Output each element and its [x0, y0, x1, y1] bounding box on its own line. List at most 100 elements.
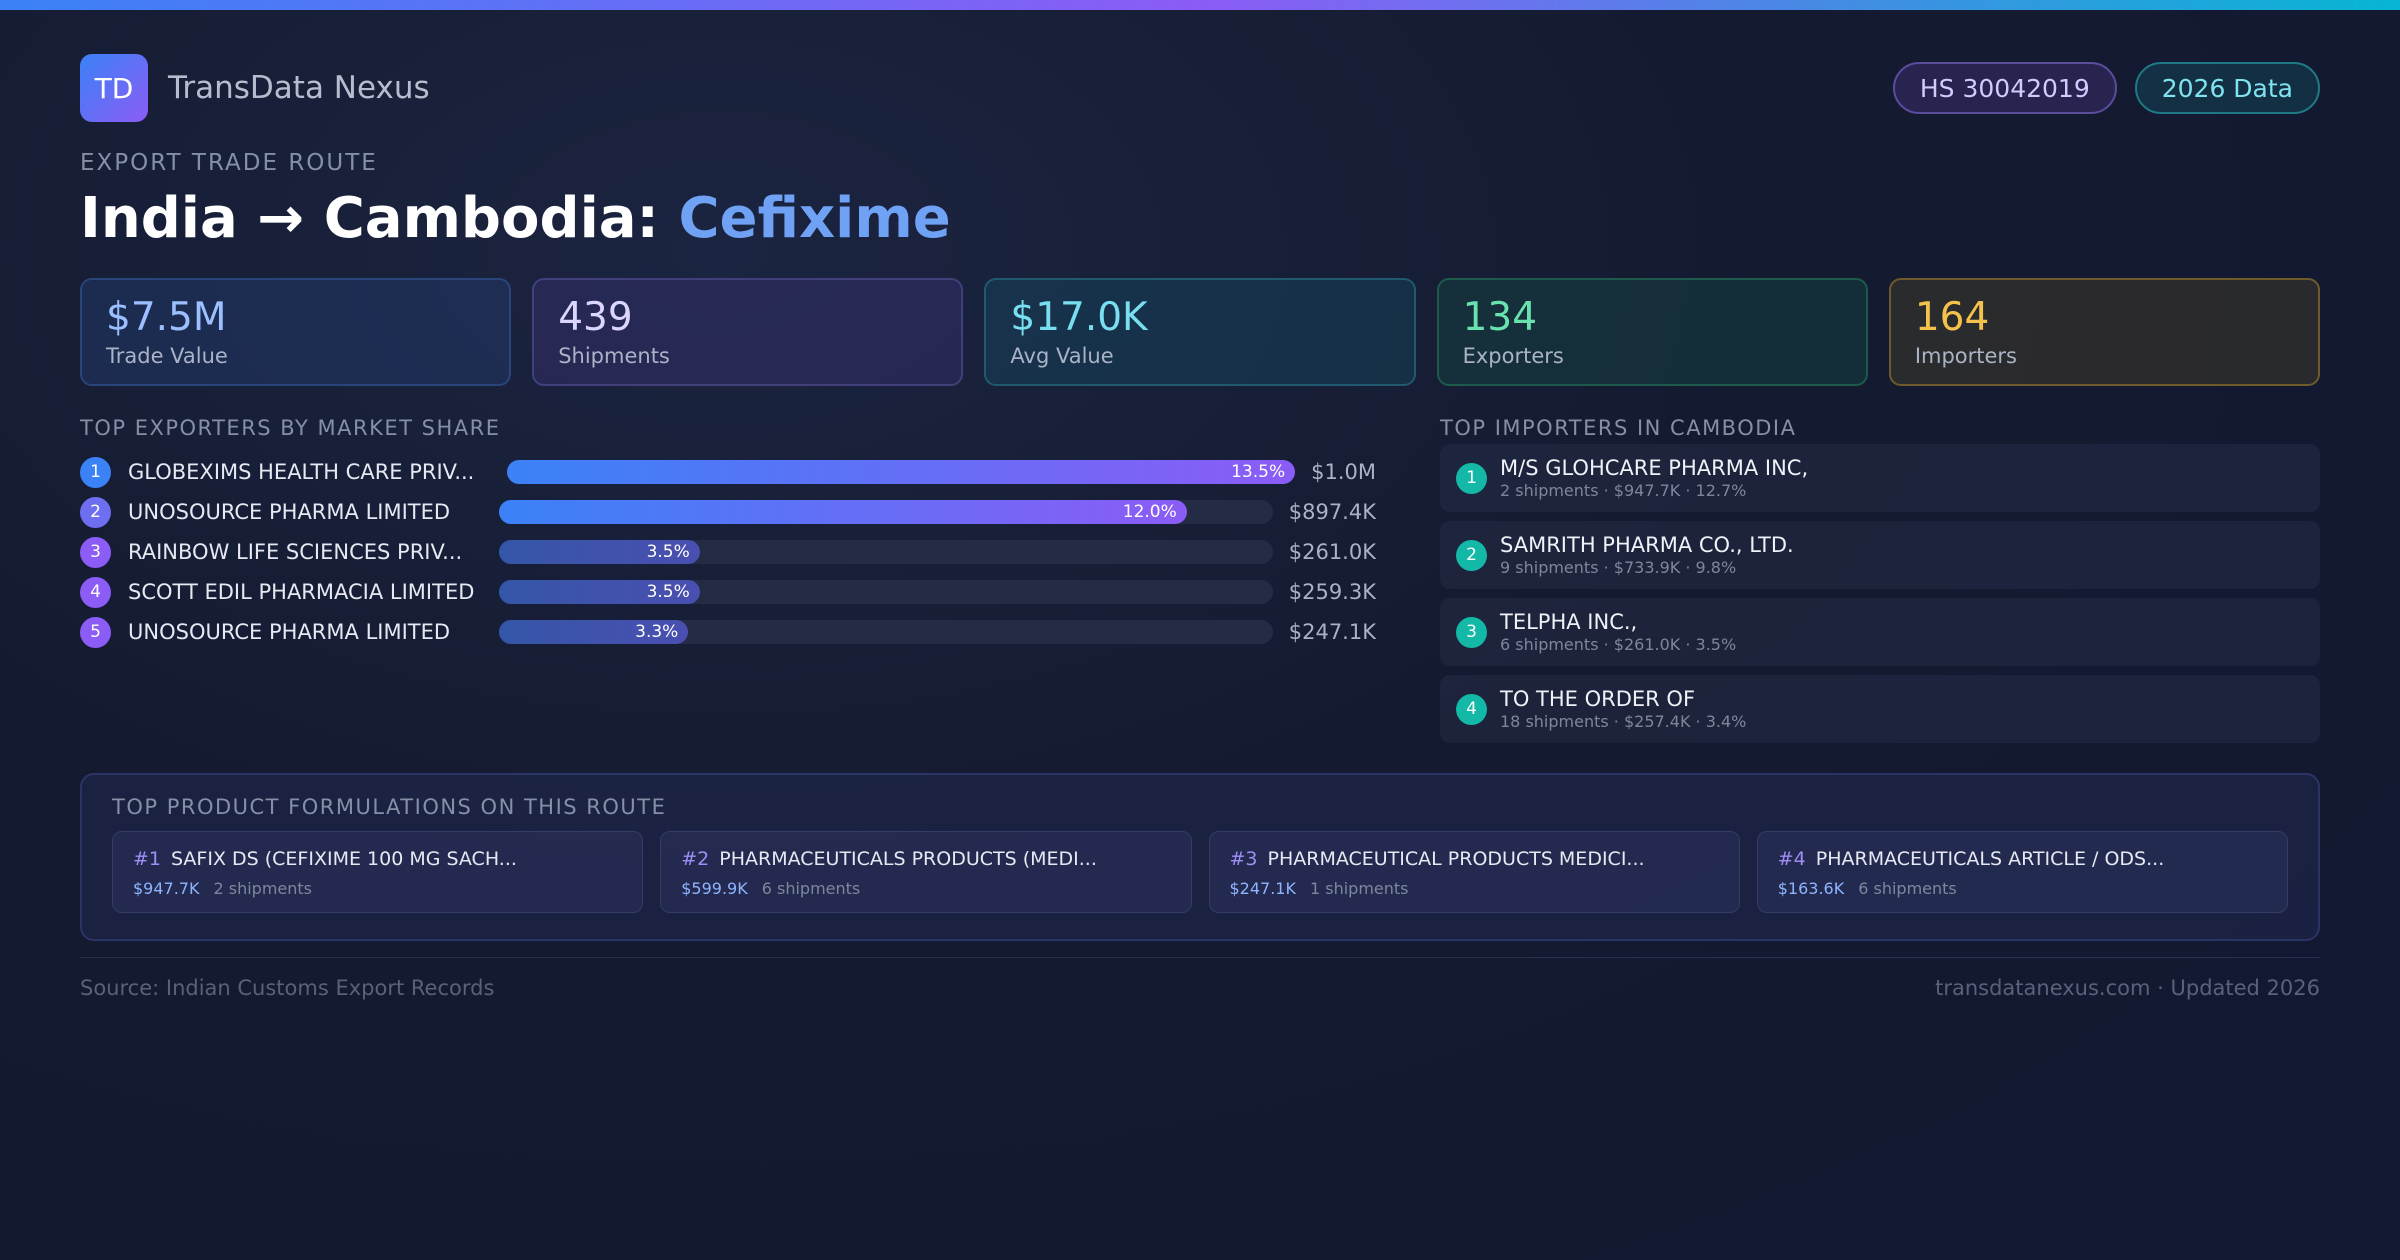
stat-shipments: 439 Shipments	[532, 278, 964, 386]
stat-importers: 164 Importers	[1888, 278, 2321, 386]
stat-label: Shipments	[558, 344, 670, 368]
stat-value: 134	[1462, 295, 1538, 340]
hs-code-badge[interactable]: HS 30042019	[1892, 62, 2117, 114]
importer-meta: 18 shipments · $257.4K · 3.4%	[1500, 712, 1747, 731]
share-bar-fill: 3.3%	[499, 620, 689, 644]
importer-row[interactable]: 1 M/S GLOHCARE PHARMA INC, 2 shipments ·…	[1440, 444, 2320, 512]
formulation-value: $163.6K	[1777, 879, 1845, 898]
formulation-title: #3 PHARMACEUTICAL PRODUCTS MEDICI...	[1230, 848, 1719, 870]
exporters-heading: TOP EXPORTERS BY MARKET SHARE	[80, 416, 501, 440]
formulation-title: #1 SAFIX DS (CEFIXIME 100 MG SACH...	[133, 848, 622, 870]
importer-meta: 9 shipments · $733.9K · 9.8%	[1500, 558, 1737, 577]
formulation-rank: #3	[1229, 848, 1258, 870]
stat-trade-value: $7.5M Trade Value	[80, 278, 512, 386]
formulation-rank: #1	[133, 848, 162, 870]
rank-badge: 3	[1456, 616, 1487, 648]
share-bar-track: 3.5%	[499, 580, 1273, 604]
accent-bar	[0, 0, 2400, 10]
share-bar-fill: 3.5%	[499, 580, 700, 604]
brand-name: TransData Nexus	[168, 70, 430, 106]
importer-row[interactable]: 4 TO THE ORDER OF 18 shipments · $257.4K…	[1440, 675, 2320, 743]
exporter-row[interactable]: 2 UNOSOURCE PHARMA LIMITED 12.0% $897.4K	[80, 492, 1376, 532]
importer-name: M/S GLOHCARE PHARMA INC,	[1500, 456, 1809, 480]
exporters-section: TOP EXPORTERS BY MARKET SHARE 1 GLOBEXIM…	[80, 416, 1376, 743]
rank-badge: 2	[1456, 539, 1487, 571]
stats-row: $7.5M Trade Value 439 Shipments $17.0K A…	[80, 278, 2321, 386]
share-label: 12.0%	[1122, 502, 1177, 522]
middle-section: TOP EXPORTERS BY MARKET SHARE 1 GLOBEXIM…	[80, 416, 2320, 743]
exporter-value: $261.0K	[1288, 540, 1376, 564]
rank-badge: 4	[1456, 693, 1487, 725]
formulation-value: $947.7K	[133, 879, 200, 898]
header: TD TransData Nexus HS 30042019 2026 Data	[80, 54, 2320, 122]
formulation-cards: #1 SAFIX DS (CEFIXIME 100 MG SACH... $947…	[112, 831, 2288, 913]
route-title: India → Cambodia:	[80, 186, 679, 251]
share-bar-track: 3.3%	[499, 620, 1273, 644]
exporter-value: $259.3K	[1288, 580, 1376, 604]
exporter-row[interactable]: 5 UNOSOURCE PHARMA LIMITED 3.3% $247.1K	[80, 612, 1376, 652]
footer-divider	[80, 957, 2320, 958]
stat-label: Exporters	[1462, 344, 1564, 368]
formulation-rank: #4	[1777, 848, 1806, 870]
exporter-name: RAINBOW LIFE SCIENCES PRIV...	[128, 540, 463, 564]
exporters-list: 1 GLOBEXIMS HEALTH CARE PRIV... 13.5% $1…	[80, 452, 1376, 652]
exporter-name: GLOBEXIMS HEALTH CARE PRIV...	[128, 460, 475, 484]
importer-row[interactable]: 3 TELPHA INC., 6 shipments · $261.0K · 3…	[1440, 598, 2320, 666]
formulation-value: $247.1K	[1229, 879, 1296, 898]
footer: Source: Indian Customs Export Records tr…	[80, 976, 2320, 1000]
formulation-shipments: 6 shipments	[1858, 879, 1957, 898]
exporter-row[interactable]: 4 SCOTT EDIL PHARMACIA LIMITED 3.5% $259…	[80, 572, 1376, 612]
importer-meta: 2 shipments · $947.7K · 12.7%	[1500, 481, 1747, 500]
rank-badge: 5	[80, 616, 111, 648]
rank-badge: 4	[80, 576, 111, 608]
share-label: 13.5%	[1231, 462, 1286, 482]
exporter-value: $897.4K	[1288, 500, 1376, 524]
logo: TD	[80, 54, 148, 122]
stat-exporters: 134 Exporters	[1436, 278, 1868, 386]
brand[interactable]: TD TransData Nexus	[80, 54, 430, 122]
formulation-meta: $599.9K 6 shipments	[681, 879, 1170, 898]
formulation-card[interactable]: #2 PHARMACEUTICALS PRODUCTS (MEDI... $599…	[660, 831, 1192, 913]
route-eyebrow: EXPORT TRADE ROUTE	[80, 150, 378, 176]
stat-label: Importers	[1914, 344, 2018, 368]
importer-text: TO THE ORDER OF 18 shipments · $257.4K ·…	[1500, 686, 1746, 732]
formulation-shipments: 2 shipments	[213, 879, 313, 898]
share-label: 3.3%	[635, 622, 679, 642]
page-title: India → Cambodia: Cefixime	[80, 184, 2320, 254]
share-label: 3.5%	[646, 542, 690, 562]
formulation-shipments: 6 shipments	[761, 879, 861, 898]
formulation-meta: $247.1K 1 shipments	[1230, 879, 1719, 898]
formulation-shipments: 1 shipments	[1309, 879, 1409, 898]
importers-heading: TOP IMPORTERS IN CAMBODIA	[1440, 416, 1797, 440]
share-bar-fill: 12.0%	[499, 500, 1187, 524]
exporter-value: $247.1K	[1288, 620, 1376, 644]
importer-row[interactable]: 2 SAMRITH PHARMA CO., LTD. 9 shipments ·…	[1440, 521, 2320, 589]
importers-section: TOP IMPORTERS IN CAMBODIA 1 M/S GLOHCARE…	[1440, 416, 2320, 743]
share-label: 3.5%	[646, 582, 690, 602]
exporter-row[interactable]: 1 GLOBEXIMS HEALTH CARE PRIV... 13.5% $1…	[80, 452, 1376, 492]
site-link[interactable]: transdatanexus.com · Updated 2026	[1935, 976, 2320, 1000]
stat-avg-value: $17.0K Avg Value	[984, 278, 1416, 386]
exporter-row[interactable]: 3 RAINBOW LIFE SCIENCES PRIV... 3.5% $26…	[80, 532, 1376, 572]
importer-name: TO THE ORDER OF	[1500, 687, 1696, 711]
formulation-card[interactable]: #4 PHARMACEUTICALS ARTICLE / ODS... $163.…	[1756, 831, 2288, 913]
formulations-panel: TOP PRODUCT FORMULATIONS ON THIS ROUTE #…	[80, 773, 2320, 941]
share-bar-track: 12.0%	[499, 500, 1273, 524]
rank-badge: 3	[80, 536, 111, 568]
formulation-card[interactable]: #1 SAFIX DS (CEFIXIME 100 MG SACH... $947…	[112, 831, 644, 913]
formulation-meta: $163.6K 6 shipments	[1778, 879, 2267, 898]
importers-list: 1 M/S GLOHCARE PHARMA INC, 2 shipments ·…	[1440, 444, 2320, 743]
importer-name: SAMRITH PHARMA CO., LTD.	[1500, 533, 1794, 557]
formulation-title: #4 PHARMACEUTICALS ARTICLE / ODS...	[1778, 848, 2267, 870]
exporter-name: UNOSOURCE PHARMA LIMITED	[128, 500, 451, 524]
formulation-name: PHARMACEUTICALS PRODUCTS (MEDI...	[719, 848, 1097, 870]
product-name: Cefixime	[678, 186, 951, 251]
stat-value: 439	[558, 295, 633, 340]
share-bar-fill: 3.5%	[499, 540, 700, 564]
exporter-name: UNOSOURCE PHARMA LIMITED	[128, 620, 451, 644]
stat-label: Trade Value	[106, 344, 228, 368]
stat-label: Avg Value	[1010, 344, 1114, 368]
formulation-card[interactable]: #3 PHARMACEUTICAL PRODUCTS MEDICI... $247…	[1208, 831, 1740, 913]
data-year-badge[interactable]: 2026 Data	[2134, 62, 2320, 114]
stat-value: 164	[1914, 295, 1990, 340]
